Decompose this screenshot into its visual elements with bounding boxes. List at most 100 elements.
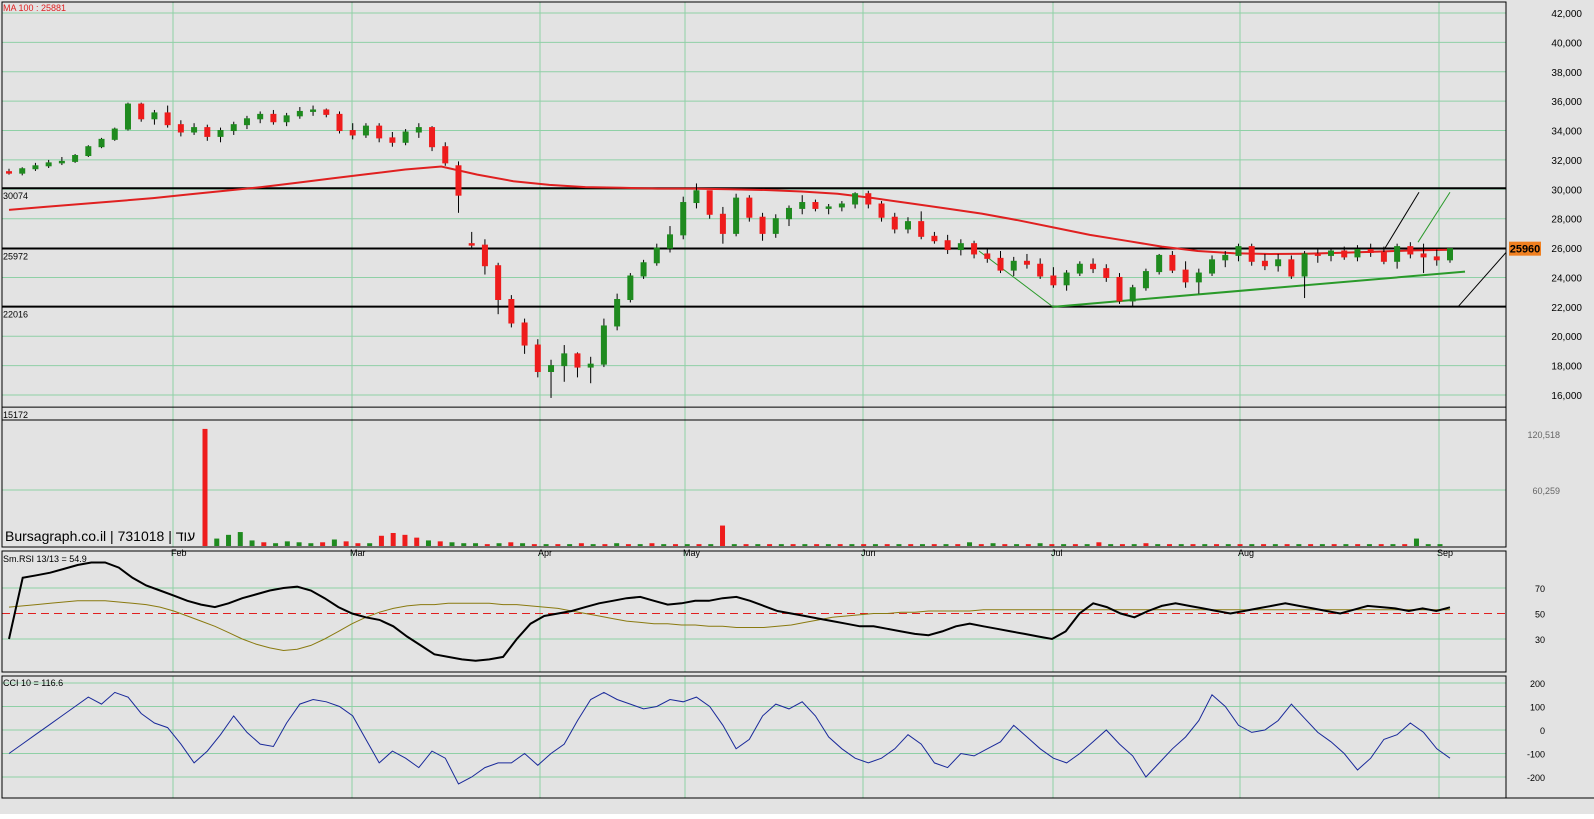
trend-line-channel-black [1384, 191, 1420, 249]
volume-bar [1319, 544, 1325, 546]
volume-bar [884, 544, 890, 546]
candle-up [1275, 259, 1282, 267]
candle-up [191, 127, 198, 133]
volume-bar [637, 544, 643, 546]
volume-bar [814, 544, 820, 546]
cci-line [8, 691, 1451, 785]
volume-bar [261, 542, 267, 546]
x-tick-label: Jun [861, 548, 876, 558]
candle-up [772, 218, 779, 234]
candle-up [45, 162, 52, 167]
y-tick-label: 34,000 [1551, 127, 1582, 138]
candle-up [402, 131, 409, 143]
volume-bar [1096, 542, 1102, 546]
candle-down [1341, 250, 1348, 258]
volume-bars [202, 428, 1443, 546]
y-tick-label: 20,000 [1551, 332, 1582, 343]
candle-up [627, 275, 634, 301]
volume-bar [449, 542, 455, 546]
volume-bar [919, 544, 925, 546]
candle-down [1261, 260, 1268, 267]
candle-up [296, 110, 303, 117]
volume-bar [1225, 544, 1231, 546]
candle-down [429, 127, 436, 148]
volume-bar [1037, 543, 1043, 546]
candle-down [270, 113, 277, 123]
volume-bar [402, 534, 408, 546]
candle-down [442, 146, 449, 164]
candle-up [852, 193, 859, 205]
volume-bar [1308, 544, 1314, 546]
candle-down [944, 240, 951, 251]
candle-down [389, 137, 396, 143]
candle-up [58, 160, 65, 164]
volume-bar [696, 544, 702, 546]
volume-bar [1437, 544, 1443, 546]
volume-bar [990, 543, 996, 546]
candle-up [72, 155, 79, 162]
volume-bar [649, 543, 655, 546]
volume-bar [1061, 544, 1067, 546]
candle-down [997, 257, 1004, 271]
volume-bar [531, 544, 537, 546]
volume-bar [590, 544, 596, 546]
rsi-line [8, 561, 1451, 662]
volume-bar [955, 544, 961, 546]
candle-up [1209, 259, 1216, 274]
volume-bar [896, 544, 902, 546]
volume-bar [1119, 544, 1125, 546]
volume-bar [743, 544, 749, 546]
candle-down [1367, 249, 1374, 253]
volume-bar [1214, 544, 1220, 546]
candle-up [243, 118, 250, 126]
volume-bar [720, 525, 726, 546]
cci-tick-label: 0 [1540, 726, 1545, 736]
candle-up [415, 127, 422, 133]
level-label: 25972 [3, 251, 28, 261]
candle-down [931, 235, 938, 242]
rsi-lines [2, 561, 1506, 662]
candle-up [733, 197, 740, 234]
volume-bar [331, 539, 337, 546]
last-price-tag [1509, 241, 1541, 256]
candle-down [6, 171, 12, 174]
candle-up [230, 124, 237, 132]
ma-100-line [8, 165, 1451, 256]
volume-bar [602, 544, 608, 546]
y-tick-label: 28,000 [1551, 215, 1582, 226]
candle-up [1447, 248, 1453, 261]
candle-up [1142, 271, 1149, 289]
volume-bar [1025, 544, 1031, 546]
candle-down [878, 203, 885, 218]
candle-down [891, 216, 898, 230]
candle-down [574, 353, 581, 368]
volume-bar [1390, 544, 1396, 546]
candle-up [785, 207, 792, 220]
candle-down [1169, 254, 1176, 271]
candle-down [521, 322, 528, 346]
volume-bar [708, 544, 714, 546]
volume-bar [778, 544, 784, 546]
candle-up [124, 103, 131, 130]
cci-tick-label: -200 [1527, 773, 1545, 783]
candle-up [85, 146, 92, 157]
volume-bar [484, 544, 490, 546]
y-tick-label: 42,000 [1551, 9, 1582, 20]
volume-bar [320, 542, 326, 546]
x-tick-label: Apr [538, 548, 552, 558]
candle-down [349, 130, 356, 136]
candle-down [177, 124, 184, 133]
candle-up [680, 202, 687, 236]
volume-bar [931, 544, 937, 546]
y-tick-label: 22,000 [1551, 303, 1582, 314]
panel-border [1, 419, 1507, 548]
candle-up [587, 363, 594, 368]
volume-bar [543, 544, 549, 546]
volume-bar [1402, 544, 1408, 546]
candle-down [706, 190, 713, 215]
y-tick-label: 36,000 [1551, 97, 1582, 108]
volume-bar [1261, 544, 1267, 546]
candle-down [495, 265, 502, 301]
volume-bar [802, 544, 808, 546]
candle-down [1037, 263, 1044, 277]
